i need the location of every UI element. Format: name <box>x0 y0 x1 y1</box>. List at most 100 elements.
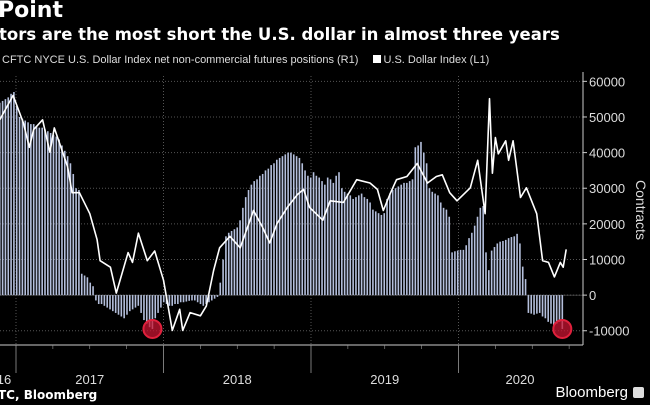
bar <box>360 193 363 296</box>
bar <box>114 295 117 313</box>
bar <box>383 213 386 296</box>
bar <box>61 145 63 296</box>
bar <box>538 295 541 313</box>
bar <box>454 251 456 296</box>
bar <box>4 99 7 296</box>
bloomberg-chart-icon <box>633 387 644 398</box>
bar <box>507 238 510 296</box>
bar <box>284 154 287 296</box>
bar <box>24 120 27 296</box>
bar <box>18 116 21 296</box>
bar <box>44 129 46 296</box>
dollar-index-line <box>0 94 567 332</box>
bar <box>222 259 224 296</box>
bar <box>230 230 233 296</box>
bar <box>129 295 131 312</box>
bar <box>558 295 561 322</box>
bar <box>227 232 230 296</box>
bar <box>191 295 193 301</box>
bar <box>451 252 453 296</box>
bar <box>55 136 58 296</box>
bar <box>372 209 374 296</box>
legend: CFTC NYCE U.S. Dollar Index net non-comm… <box>2 54 489 66</box>
bar <box>35 125 38 296</box>
bar <box>295 156 298 296</box>
x-tick-label: 2017 <box>75 372 104 387</box>
bar <box>380 214 383 296</box>
bar <box>89 282 92 296</box>
bar <box>95 295 97 301</box>
bar <box>437 195 439 296</box>
bar <box>318 177 321 296</box>
bar <box>137 295 140 306</box>
bar <box>471 232 473 296</box>
bar <box>510 237 513 296</box>
bar <box>301 163 304 296</box>
bar <box>400 184 402 296</box>
bar <box>490 250 493 296</box>
bar <box>109 295 111 310</box>
bar <box>140 295 142 313</box>
bar <box>504 239 507 296</box>
bar <box>273 163 275 296</box>
bar <box>553 295 555 326</box>
y-tick-label: 60000 <box>589 74 625 89</box>
bar <box>465 245 468 296</box>
y-tick-label: 20000 <box>589 217 625 232</box>
bar <box>428 188 431 296</box>
bar <box>290 152 292 296</box>
bar <box>148 295 151 328</box>
bar <box>496 243 499 296</box>
bar <box>389 193 391 296</box>
bar <box>66 156 69 296</box>
bar <box>123 295 125 319</box>
bar <box>312 172 315 296</box>
bar <box>462 249 465 296</box>
bar <box>0 102 1 296</box>
bar <box>182 295 185 303</box>
bar <box>391 190 394 296</box>
bar <box>27 122 29 296</box>
bar <box>527 295 530 313</box>
bar <box>58 139 60 296</box>
chart-subtitle: tors are the most short the U.S. dollar … <box>0 25 560 44</box>
bar <box>298 157 301 296</box>
bar <box>544 295 547 319</box>
bar <box>374 211 377 296</box>
bar <box>307 175 309 296</box>
bar <box>555 295 558 324</box>
bar <box>321 181 323 296</box>
bar <box>304 170 306 296</box>
bar <box>536 295 538 314</box>
bar <box>513 236 516 296</box>
bar <box>30 124 32 296</box>
bar <box>117 295 120 315</box>
bar <box>256 179 258 296</box>
bar <box>315 175 318 296</box>
bar <box>281 156 284 296</box>
bar <box>326 177 329 296</box>
bar <box>168 295 171 306</box>
bar <box>366 198 369 296</box>
bar <box>482 206 484 296</box>
bar <box>120 295 123 317</box>
bar <box>15 106 18 296</box>
bar <box>267 168 270 296</box>
bar <box>363 197 366 296</box>
bar <box>253 181 255 296</box>
bar <box>63 150 66 296</box>
x-tick-label: 2019 <box>370 372 399 387</box>
bar <box>72 173 75 296</box>
bar <box>516 233 518 296</box>
bar <box>179 295 182 303</box>
bar <box>473 225 476 296</box>
bar <box>502 240 504 296</box>
bar <box>213 295 216 299</box>
bar <box>219 282 222 296</box>
bar <box>442 207 445 296</box>
bar <box>154 295 157 319</box>
bar <box>352 198 354 296</box>
bar <box>346 193 349 296</box>
bar <box>242 207 244 296</box>
bar <box>92 286 94 296</box>
